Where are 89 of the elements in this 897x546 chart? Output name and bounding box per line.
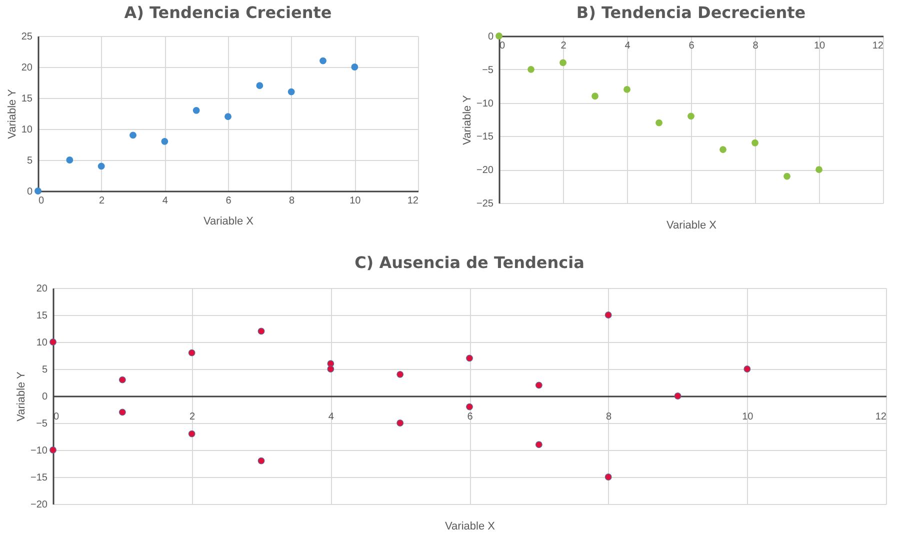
y-axis-title: Variable Y (16, 370, 28, 422)
x-tick-label: 6 (688, 40, 695, 52)
point (327, 366, 334, 372)
y-tick-label: 10 (36, 338, 48, 348)
point (118, 376, 126, 384)
y-tick-label: 5 (26, 156, 33, 166)
point (752, 139, 758, 146)
y-tick-label: 10 (21, 124, 33, 136)
point (720, 146, 726, 154)
x-tick-label: 2 (560, 40, 567, 52)
point (674, 392, 682, 400)
y-tick-label: −20 (30, 500, 48, 510)
point (98, 162, 105, 170)
x-tick-label: 2 (190, 412, 196, 422)
y-tick-label: −5 (36, 418, 48, 430)
point (396, 370, 404, 378)
point (688, 112, 694, 120)
point (50, 446, 56, 454)
x-tick-label: 4 (162, 196, 168, 206)
point (224, 113, 232, 120)
point (624, 86, 630, 93)
y-tick-label: 0 (26, 186, 33, 198)
point (816, 166, 822, 174)
y-axis-title: Variable Y (462, 94, 474, 145)
x-axis-title: Variable X (666, 220, 718, 232)
point (351, 64, 358, 70)
point (784, 172, 790, 180)
x-tick-label: 2 (99, 196, 106, 206)
point (496, 32, 502, 40)
x-tick-label: 8 (752, 40, 759, 52)
point (320, 57, 326, 64)
y-tick-label: 20 (21, 62, 33, 74)
x-tick-label: 10 (814, 40, 826, 52)
point (258, 328, 265, 335)
y-tick-label: −15 (30, 472, 48, 484)
y-tick-label: 5 (42, 364, 48, 376)
x-tick-label: 10 (742, 412, 754, 422)
x-tick-label: 10 (350, 196, 362, 206)
point (258, 457, 265, 464)
point (560, 59, 566, 66)
x-tick-label: 6 (467, 412, 474, 422)
y-tick-label: 15 (36, 310, 48, 322)
x-axis-title: Variable X (204, 216, 254, 228)
point (188, 349, 196, 356)
point (188, 430, 196, 438)
point (192, 106, 200, 114)
x-tick-label: 12 (875, 412, 887, 422)
point (656, 119, 662, 126)
point (744, 366, 751, 372)
y-tick-label: −15 (476, 132, 494, 143)
point (466, 354, 473, 362)
x-tick-label: 8 (606, 412, 612, 422)
y-tick-label: 20 (36, 284, 48, 294)
y-tick-label: −10 (476, 98, 494, 110)
point (604, 312, 612, 318)
x-axis-title: Variable X (445, 520, 496, 532)
y-tick-label: 0 (42, 392, 48, 402)
x-tick-label: 12 (872, 40, 884, 52)
chart-title: B) Tendencia Decreciente (576, 3, 806, 22)
y-tick-label: −5 (482, 64, 494, 76)
y-tick-label: 25 (21, 32, 33, 42)
x-tick-label: 12 (407, 196, 419, 206)
point (535, 382, 542, 389)
y-tick-label: 15 (21, 94, 33, 104)
x-tick-label: 4 (624, 40, 631, 52)
point (256, 82, 264, 90)
point (604, 474, 612, 480)
chart-title: A) Tendencia Creciente (124, 3, 332, 22)
point (592, 92, 598, 100)
y-tick-label: 0 (488, 32, 494, 42)
point (466, 403, 473, 410)
point (66, 156, 74, 164)
y-tick-label: −10 (30, 446, 48, 456)
point (118, 408, 126, 416)
y-axis-title: Variable Y (6, 88, 18, 139)
y-tick-label: −25 (476, 198, 494, 210)
chart-title: C) Ausencia de Tendencia (354, 253, 584, 272)
point (288, 88, 295, 96)
point (528, 66, 534, 73)
point (161, 138, 168, 145)
y-tick-label: −20 (476, 165, 494, 176)
x-tick-label: 8 (289, 196, 296, 206)
x-tick-label: 6 (226, 196, 232, 206)
x-tick-label: 4 (328, 412, 334, 422)
point (130, 132, 136, 139)
point (34, 188, 42, 194)
point (50, 338, 56, 346)
point (535, 441, 542, 448)
point (396, 420, 404, 426)
